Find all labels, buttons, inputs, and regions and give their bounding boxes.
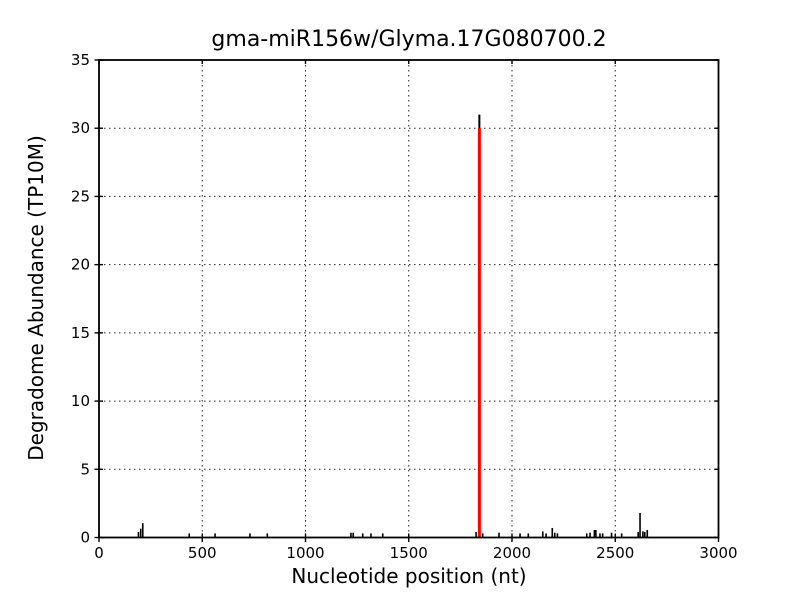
chart-title: gma-miR156w/Glyma.17G080700.2 <box>211 27 607 52</box>
y-tick-label: 10 <box>71 392 90 410</box>
x-tick-label: 500 <box>188 544 217 562</box>
y-tick-label: 35 <box>71 51 90 69</box>
x-tick-label: 2000 <box>493 544 531 562</box>
y-tick-label: 25 <box>71 187 90 205</box>
y-tick-label: 0 <box>80 529 90 547</box>
x-tick-label: 0 <box>94 544 104 562</box>
x-tick-label: 1000 <box>286 544 324 562</box>
y-tick-label: 20 <box>71 256 90 274</box>
x-axis-label: Nucleotide position (nt) <box>291 564 527 588</box>
y-axis-label: Degradome Abundance (TP10M) <box>24 135 48 461</box>
y-tick-label: 5 <box>80 460 90 478</box>
x-tick-label: 2500 <box>596 544 634 562</box>
y-tick-label: 30 <box>71 119 90 137</box>
x-tick-label: 1500 <box>390 544 428 562</box>
y-tick-label: 15 <box>71 324 90 342</box>
x-tick-label: 3000 <box>699 544 737 562</box>
